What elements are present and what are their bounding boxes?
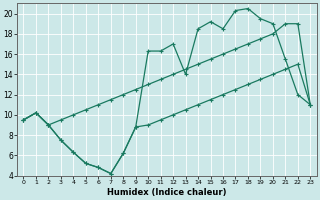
X-axis label: Humidex (Indice chaleur): Humidex (Indice chaleur) bbox=[107, 188, 227, 197]
